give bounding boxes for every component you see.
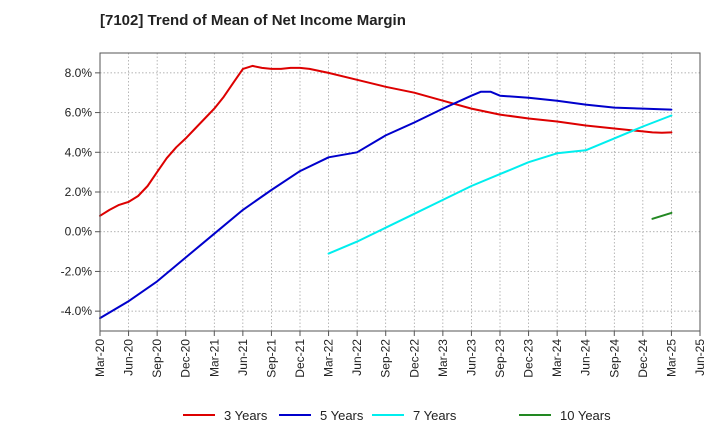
x-tick-label: Sep-21 bbox=[264, 339, 278, 378]
x-tick-label: Mar-20 bbox=[93, 339, 107, 377]
series-line-3-years bbox=[99, 64, 673, 217]
y-tick-labels: 8.0% 6.0% 4.0% 2.0% 0.0% -2.0% -4.0% bbox=[61, 66, 100, 318]
y-tick-label: 8.0% bbox=[65, 66, 93, 80]
x-tick-label: Sep-22 bbox=[379, 339, 393, 378]
x-tick-label: Jun-21 bbox=[236, 339, 250, 376]
x-tick-label: Dec-20 bbox=[179, 339, 193, 378]
x-tick-label: Sep-24 bbox=[607, 339, 621, 378]
x-tick-label: Dec-21 bbox=[293, 339, 307, 378]
x-tick-label: Mar-25 bbox=[664, 339, 678, 377]
legend: 3 Years 5 Years 7 Years 10 Years bbox=[183, 408, 611, 423]
x-tick-label: Dec-22 bbox=[407, 339, 421, 378]
legend-label: 10 Years bbox=[560, 408, 611, 423]
chart-title: [7102] Trend of Mean of Net Income Margi… bbox=[100, 12, 406, 29]
y-tick-label: 4.0% bbox=[65, 145, 93, 159]
x-tick-label: Sep-23 bbox=[493, 339, 507, 378]
x-tick-label: Jun-20 bbox=[122, 339, 136, 376]
x-tick-label: Mar-24 bbox=[550, 339, 564, 377]
x-tick-label: Jun-24 bbox=[579, 339, 593, 376]
grid-layer bbox=[99, 53, 701, 331]
y-tick-label: -2.0% bbox=[61, 264, 93, 278]
series-line-7-years bbox=[327, 114, 673, 255]
y-tick-label: 6.0% bbox=[65, 106, 93, 120]
x-tick-label: Jun-25 bbox=[693, 339, 707, 376]
x-tick-label: Dec-24 bbox=[636, 339, 650, 378]
series-line-5-years bbox=[99, 90, 673, 320]
plot-area bbox=[100, 53, 700, 331]
x-tick-label: Mar-21 bbox=[207, 339, 221, 377]
x-tick-label: Sep-20 bbox=[150, 339, 164, 378]
legend-label: 7 Years bbox=[413, 408, 457, 423]
x-tick-labels: Mar-20 Jun-20 Sep-20 Dec-20 Mar-21 Jun-21 Sep-… bbox=[93, 331, 707, 378]
x-tick-label: Mar-22 bbox=[322, 339, 336, 377]
series-line-10-years bbox=[651, 211, 673, 220]
x-tick-label: Jun-22 bbox=[350, 339, 364, 376]
x-tick-label: Dec-23 bbox=[522, 339, 536, 378]
x-tick-label: Mar-23 bbox=[436, 339, 450, 377]
legend-label: 3 Years bbox=[224, 408, 268, 423]
legend-label: 5 Years bbox=[320, 408, 364, 423]
series-layer bbox=[99, 64, 673, 320]
y-tick-label: 0.0% bbox=[65, 225, 93, 239]
y-tick-label: 2.0% bbox=[65, 185, 93, 199]
y-tick-label: -4.0% bbox=[61, 304, 93, 318]
x-tick-label: Jun-23 bbox=[464, 339, 478, 376]
